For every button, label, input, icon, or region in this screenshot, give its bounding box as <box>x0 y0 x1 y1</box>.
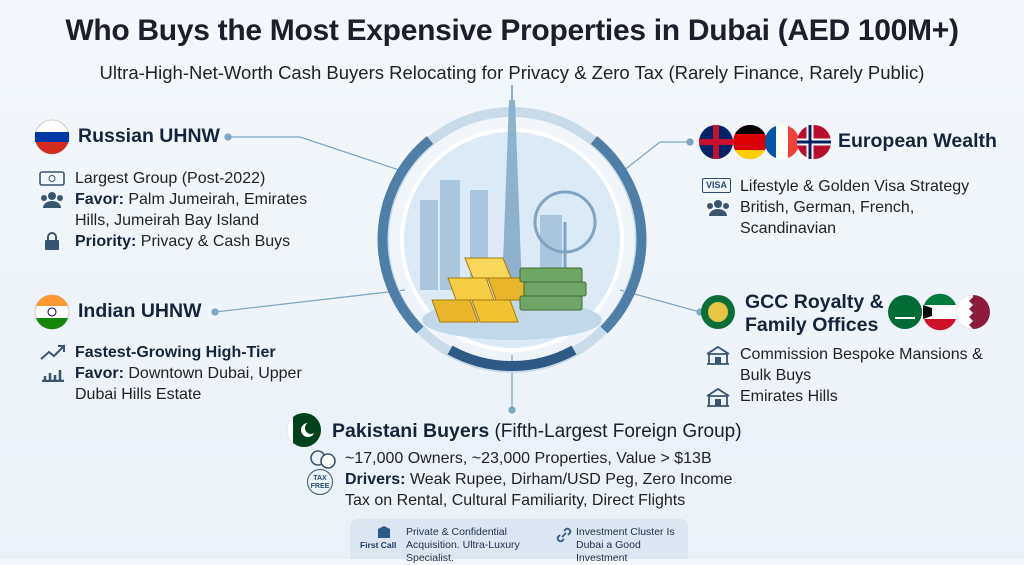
group-items: ~17,000 Owners, ~23,000 Properties, Valu… <box>307 448 750 511</box>
item-text: Largest Group (Post-2022) <box>75 170 266 187</box>
item: Priority: Privacy & Cash Buys <box>45 231 325 252</box>
brand: First Call <box>360 540 397 550</box>
icon <box>310 450 336 469</box>
item-label: Drivers: <box>345 471 406 488</box>
icon <box>41 192 63 208</box>
icon <box>706 345 730 365</box>
group-title: Indian UHNW <box>78 300 202 322</box>
badge: VISA <box>702 178 732 193</box>
group-title: GCC Royalty & Family Offices <box>745 291 884 336</box>
item-text: ~17,000 Owners, ~23,000 Properties, Valu… <box>345 450 712 467</box>
item: Favor: Downtown Dubai, Upper Dubai Hills… <box>42 363 315 405</box>
group-title: Russian UHNW <box>78 125 220 147</box>
item-text: Palm Jumeirah, Emirates Hills, Jumeirah … <box>75 191 308 229</box>
item: ~17,000 Owners, ~23,000 Properties, Valu… <box>310 448 750 469</box>
title: Who Buys the Most Expensive Properties i… <box>65 14 959 47</box>
group-items: VISA Lifestyle & Golden Visa Strategy Bri… <box>702 176 990 239</box>
icon <box>707 200 729 216</box>
item-text: Commission Bespoke Mansions & Bulk Buys <box>740 346 983 384</box>
brand-logo <box>378 526 390 538</box>
item: Emirates Hills <box>706 386 1000 407</box>
item-text: Emirates Hills <box>740 388 838 405</box>
icon <box>42 370 64 382</box>
subtitle: Ultra-High-Net-Worth Cash Buyers Relocat… <box>99 62 925 83</box>
item-text: British, German, French, Scandinavian <box>740 199 915 237</box>
item-text: Weak Rupee, Dirham/USD Peg, Zero Income … <box>345 471 733 509</box>
item-label: Favor: <box>75 191 124 208</box>
item-text: Lifestyle & Golden Visa Strategy <box>740 178 970 195</box>
footer-note: Investment Cluster Is Dubai a Good Inves… <box>576 526 675 564</box>
icon <box>45 232 59 250</box>
item-label: Priority: <box>75 233 137 250</box>
icon <box>39 171 65 186</box>
footer: First Call Private & Confidential Acquis… <box>350 519 688 564</box>
group-heading: Pakistani Buyers (Fifth-Largest Foreign … <box>332 420 742 443</box>
item: British, German, French, Scandinavian <box>707 197 950 239</box>
item: Favor: Palm Jumeirah, Emirates Hills, Ju… <box>41 189 325 231</box>
badge: TAX FREE <box>307 469 333 495</box>
item-label: Fastest-Growing High-Tier <box>75 344 276 361</box>
item: Fastest-Growing High-Tier <box>40 342 315 363</box>
item: VISA Lifestyle & Golden Visa Strategy <box>702 176 990 197</box>
group-items: Largest Group (Post-2022) Favor: Palm Ju… <box>39 168 325 252</box>
item-text: Privacy & Cash Buys <box>140 233 291 250</box>
footer-note: Private & Confidential Acquisition. Ultr… <box>406 526 520 564</box>
link-icon <box>556 527 572 543</box>
item: Largest Group (Post-2022) <box>39 168 325 189</box>
item-label: Favor: <box>75 365 124 382</box>
group-items: Commission Bespoke Mansions & Bulk Buys … <box>706 344 1000 407</box>
item: Commission Bespoke Mansions & Bulk Buys <box>706 344 1000 386</box>
item: TAX FREE Drivers: Weak Rupee, Dirham/USD … <box>307 469 750 511</box>
item-text: Downtown Dubai, Upper Dubai Hills Estate <box>75 365 302 403</box>
group-title: Pakistani Buyers <box>332 420 490 442</box>
group-title: European Wealth <box>838 130 997 152</box>
group-note: (Fifth-Largest Foreign Group) <box>494 421 742 442</box>
icon <box>40 345 65 360</box>
icon <box>706 387 730 407</box>
group-items: Fastest-Growing High-Tier Favor: Downtow… <box>40 342 315 405</box>
